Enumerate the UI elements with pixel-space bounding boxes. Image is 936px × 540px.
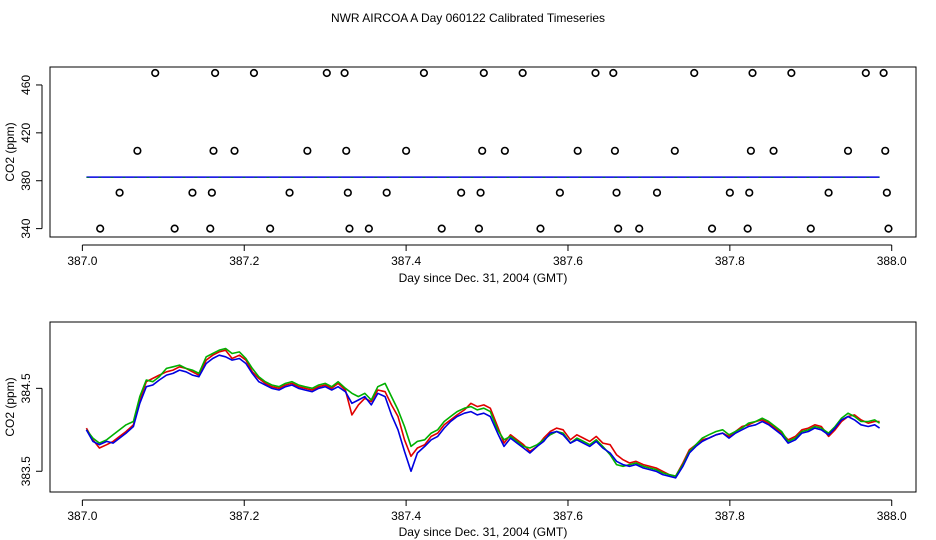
calibration-point [249,68,259,78]
calibration-point [881,146,890,155]
calibration-point [824,188,833,197]
x-axis: 387.0 387.2 387.4 387.6 387.8 388.0 [67,499,907,523]
calibration-point [343,188,352,197]
calibration-point [382,188,391,197]
calibration-point [322,68,331,78]
chart-title: NWR AIRCOA A Day 060122 Calibrated Times… [331,11,605,25]
x-tick-label: 388.0 [877,254,907,268]
y-axis: 383.5 384.5 [19,373,43,486]
calibration-point [364,224,373,233]
calibration-point [707,224,717,233]
series-line-1 [85,347,881,477]
calibration-points [96,68,893,233]
calibration-point [96,224,105,233]
calibration-point [573,146,582,155]
calibration-point [555,188,564,197]
x-tick-label: 387.2 [229,509,259,523]
y-tick-label: 420 [19,123,33,143]
calibration-point [209,146,218,155]
x-tick-label: 387.4 [391,509,421,523]
calibration-point [884,224,893,233]
calibration-point [188,188,197,197]
calibration-point [285,188,294,197]
calibration-point [303,146,312,155]
calibration-point [478,146,487,155]
calibration-point [690,68,699,78]
calibration-point [612,188,621,197]
calibration-point [843,146,853,155]
calibration-point [402,146,411,155]
calibration-point [748,68,757,78]
calibration-point [115,188,124,197]
calibration-point [230,146,239,155]
x-axis-label: Day since Dec. 31, 2004 (GMT) [399,271,568,285]
calibration-point [536,224,545,233]
x-tick-label: 388.0 [877,509,907,523]
calibration-point [457,188,466,197]
calibration-point [479,68,488,78]
calibration-point [787,68,796,78]
calibration-point [419,68,429,78]
calibration-timeseries-panel: 387.0 387.2 387.4 387.6 387.8 388.0 340 380 420… [3,66,917,285]
calibration-point [476,188,485,197]
calibration-point [151,68,160,78]
calibration-point [211,68,220,78]
calibration-point [861,68,870,78]
calibration-point [474,224,484,233]
calibration-point [170,224,179,233]
calibration-point [206,224,215,233]
calibration-point [879,68,888,78]
calibration-point [610,146,620,155]
calibration-point [591,68,600,78]
calibration-point [670,146,679,155]
calibration-point [806,224,815,233]
x-tick-label: 387.0 [67,254,97,268]
calibration-point [725,188,734,197]
y-axis-label: CO2 (ppm) [3,377,17,436]
calibration-point [437,224,446,233]
x-axis-label: Day since Dec. 31, 2004 (GMT) [399,525,568,539]
x-axis: 387.0 387.2 387.4 387.6 387.8 388.0 [67,244,907,268]
y-axis: 340 380 420 460 [19,75,43,239]
calibration-point [342,146,351,155]
calibration-point [609,68,618,78]
series-lines [85,347,881,479]
series-line-2 [85,354,881,479]
plot-frame [49,321,917,493]
calibration-point [518,68,527,78]
y-tick-label: 380 [19,170,33,190]
y-tick-label: 384.5 [19,373,33,403]
calibration-point [745,188,754,197]
x-tick-label: 387.0 [67,509,97,523]
plot-frame [49,66,917,238]
series-line-0 [85,349,880,477]
calibration-point [614,224,623,233]
calibration-point [207,188,216,197]
x-tick-label: 387.4 [391,254,421,268]
calibration-point [746,146,755,155]
calibration-point [133,146,142,155]
calibration-point [340,68,349,78]
y-tick-label: 460 [19,75,33,95]
calibration-point [500,146,509,155]
ambient-trace [86,176,880,178]
y-axis-label: CO2 (ppm) [3,122,17,181]
y-tick-label: 340 [19,218,33,238]
ambient-timeseries-panel: 387.0 387.2 387.4 387.6 387.8 388.0 383.5 384.… [3,321,917,539]
calibration-point [652,188,662,197]
x-tick-label: 387.6 [553,509,583,523]
x-tick-label: 387.2 [229,254,259,268]
calibration-point [882,188,891,197]
x-tick-label: 387.8 [715,509,745,523]
x-tick-label: 387.8 [715,254,745,268]
calibration-point [345,224,354,233]
y-tick-label: 383.5 [19,456,33,486]
calibration-point [266,224,275,233]
calibration-point [769,146,778,155]
x-tick-label: 387.6 [553,254,583,268]
calibration-point [635,224,644,233]
calibration-point [743,224,752,233]
